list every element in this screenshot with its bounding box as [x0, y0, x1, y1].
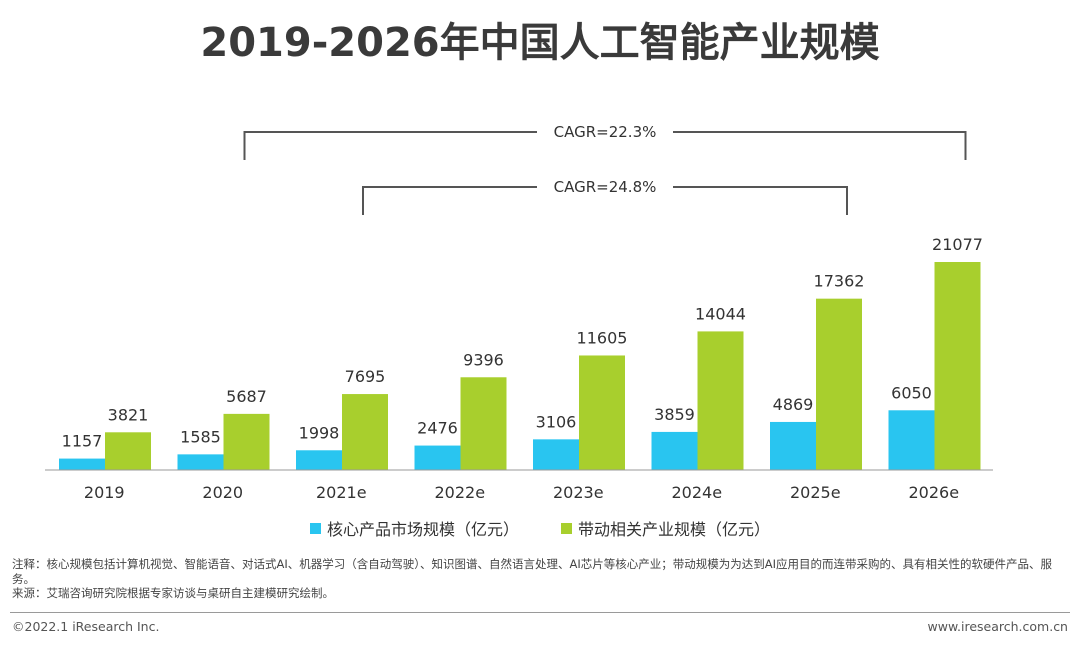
data-label-core-2021e: 1998: [299, 423, 340, 442]
data-label-related-2022e: 9396: [463, 350, 504, 369]
cagr-bracket-1: [243, 131, 967, 160]
bar-core-2025e: [770, 421, 816, 470]
footer-divider: [10, 612, 1070, 613]
legend: 核心产品市场规模（亿元） 带动相关产业规模（亿元）: [0, 516, 1080, 540]
x-tick-2022e: 2022e: [434, 483, 485, 502]
legend-item-related: 带动相关产业规模（亿元）: [561, 516, 770, 540]
bar-related-2019: [105, 432, 151, 470]
bar-related-2025e: [816, 298, 862, 470]
data-label-core-2020: 1585: [180, 427, 221, 446]
x-tick-2026e: 2026e: [908, 483, 959, 502]
data-label-related-2026e: 21077: [932, 235, 983, 254]
data-label-related-2025e: 17362: [814, 272, 865, 291]
data-label-related-2021e: 7695: [345, 367, 386, 386]
cagr-brackets: CAGR=22.3% CAGR=24.8%: [243, 123, 967, 215]
cagr-bracket-2: [362, 186, 848, 215]
x-tick-2024e: 2024e: [671, 483, 722, 502]
x-tick-2023e: 2023e: [553, 483, 604, 502]
bar-related-2020: [223, 413, 270, 470]
legend-swatch-core: [309, 522, 321, 534]
website-link[interactable]: www.iresearch.com.cn: [927, 619, 1069, 634]
copyright-text: ©2022.1 iResearch Inc.: [12, 619, 160, 634]
cagr-label-2: CAGR=24.8%: [554, 178, 657, 196]
data-label-core-2023e: 3106: [536, 412, 577, 431]
x-tick-2025e: 2025e: [790, 483, 841, 502]
bar-related-2024e: [697, 331, 744, 470]
data-label-core-2024e: 3859: [654, 405, 695, 424]
data-label-related-2023e: 11605: [577, 328, 628, 347]
legend-item-core: 核心产品市场规模（亿元）: [309, 516, 519, 540]
x-tick-2021e: 2021e: [316, 483, 367, 502]
bar-core-2021e: [296, 450, 342, 470]
data-label-related-2019: 3821: [108, 405, 149, 424]
bar-core-2020: [177, 454, 224, 470]
legend-label-related: 带动相关产业规模（亿元）: [578, 520, 771, 539]
x-tick-2020: 2020: [202, 483, 243, 502]
x-tick-2019: 2019: [84, 483, 125, 502]
bar-core-2024e: [651, 431, 698, 470]
bar-related-2021e: [342, 394, 388, 470]
bar-related-2022e: [460, 377, 507, 470]
data-label-related-2024e: 14044: [695, 304, 746, 323]
bar-core-2026e: [888, 410, 935, 470]
note-text: 注释：核心规模包括计算机视觉、智能语音、对话式AI、机器学习（含自动驾驶）、知识…: [12, 557, 1053, 586]
bar-related-2026e: [934, 262, 981, 470]
bar-core-2019: [59, 458, 105, 470]
data-label-core-2022e: 2476: [417, 419, 458, 438]
bar-core-2023e: [533, 439, 579, 470]
source-text: 来源：艾瑞咨询研究院根据专家访谈与桌研自主建模研究绘制。: [12, 586, 334, 600]
cagr-label-1: CAGR=22.3%: [554, 123, 657, 141]
data-label-related-2020: 5687: [226, 387, 267, 406]
legend-label-core: 核心产品市场规模（亿元）: [326, 520, 519, 539]
data-label-core-2026e: 6050: [891, 383, 932, 402]
bar-related-2023e: [579, 355, 625, 470]
legend-swatch-related: [561, 522, 572, 534]
bar-chart: CAGR=22.3% CAGR=24.8% 1157 3821 1585 5687 199…: [45, 123, 993, 502]
x-tick-labels: 2019 2020 2021e 2022e 2023e 2024e 2025e 2026e: [84, 483, 959, 502]
bar-core-2022e: [414, 445, 461, 470]
data-label-core-2019: 1157: [62, 432, 103, 451]
notes-block: 注释：核心规模包括计算机视觉、智能语音、对话式AI、机器学习（含自动驾驶）、知识…: [12, 557, 1068, 601]
chart-title: 2019-2026年中国人工智能产业规模: [200, 20, 880, 66]
bar-group: 1157 3821 1585 5687 1998 7695 2476 9396 3106 1160…: [59, 235, 983, 470]
data-label-core-2025e: 4869: [773, 395, 814, 414]
